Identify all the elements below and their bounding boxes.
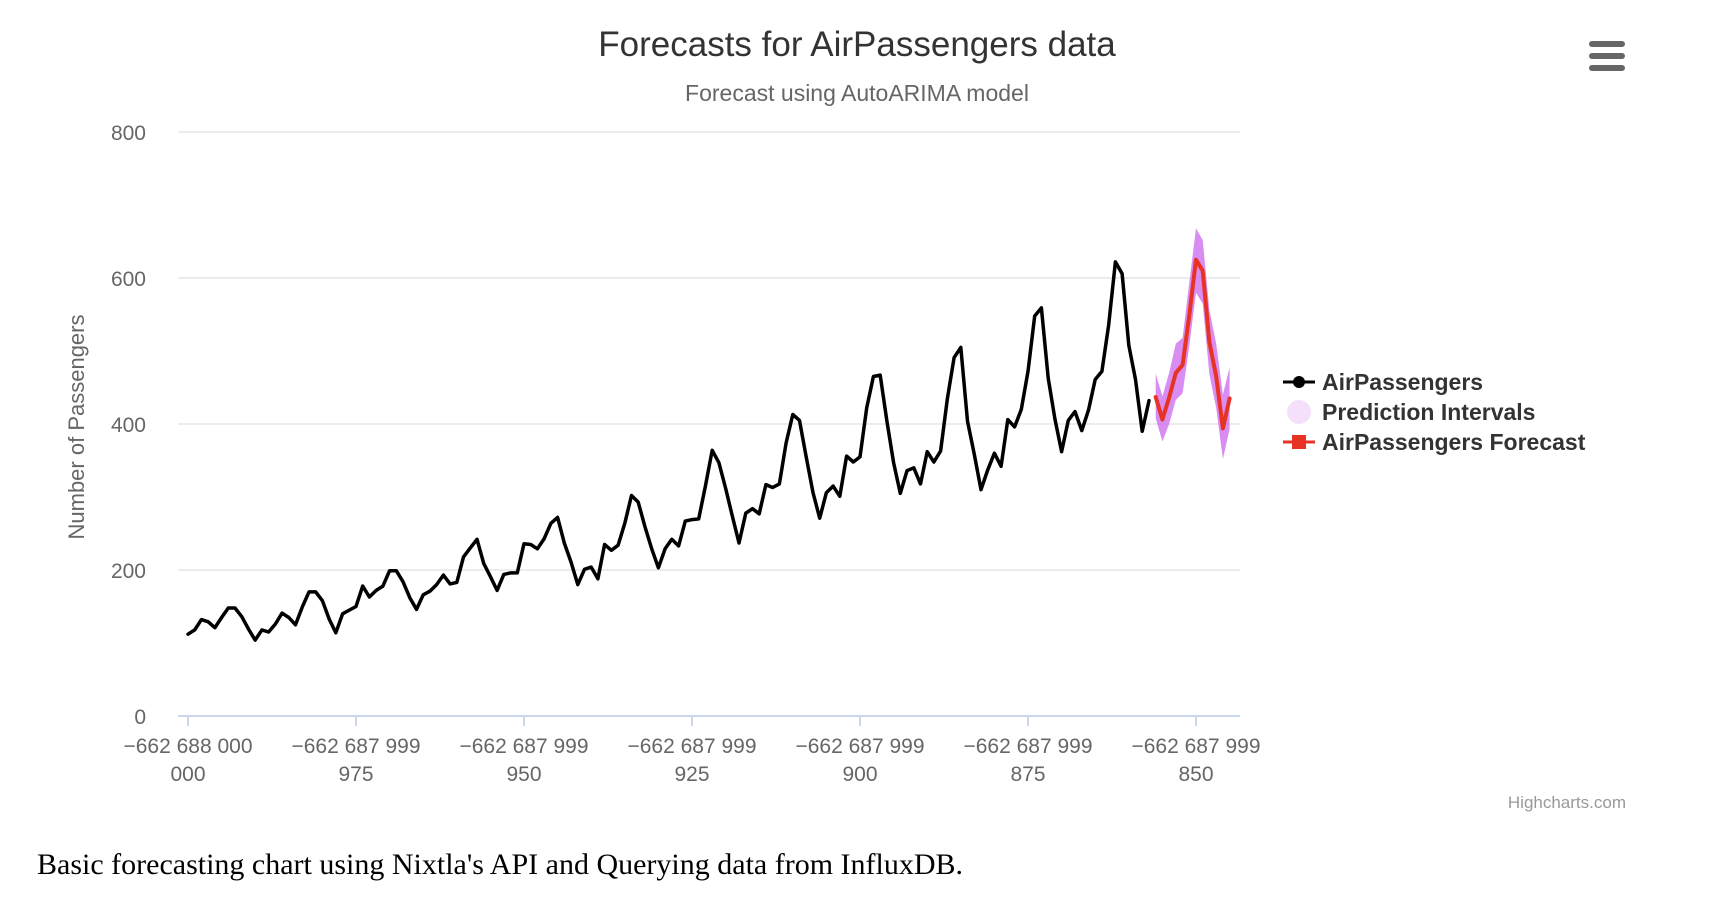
y-axis-title: Number of Passengers	[64, 315, 89, 540]
series-line-airpassengers	[186, 260, 1151, 642]
x-tick-label: 925	[674, 763, 709, 786]
x-tick-label: 875	[1010, 763, 1045, 786]
x-tick-label: −662 687 999	[1131, 735, 1260, 758]
x-tick-label: −662 687 999	[291, 735, 420, 758]
x-tick-label: −662 688 000	[123, 735, 252, 758]
x-tick-label: −662 687 999	[795, 735, 924, 758]
prediction-interval-area	[1155, 228, 1230, 459]
x-tick-label: 900	[842, 763, 877, 786]
series-line-airpassengers-forecast	[1153, 257, 1232, 431]
y-tick-label: 400	[111, 414, 146, 437]
axes: 0 200 400 600 800 −662 688 000 000 −662 687 999…	[111, 122, 1261, 786]
credits-link[interactable]: Highcharts.com	[1508, 793, 1626, 812]
chart-title: Forecasts for AirPassengers data	[598, 25, 1116, 64]
x-tick-label: 850	[1178, 763, 1213, 786]
caption-text: Basic forecasting chart using Nixtla's A…	[37, 848, 964, 881]
circle-marker-icon	[1293, 376, 1305, 388]
hamburger-menu-icon[interactable]	[1589, 39, 1625, 73]
x-tick-label: 975	[338, 763, 373, 786]
y-tick-label: 200	[111, 560, 146, 583]
chart-subtitle: Forecast using AutoARIMA model	[685, 80, 1029, 106]
legend-label-airpassengers-forecast: AirPassengers Forecast	[1322, 429, 1586, 455]
prediction-interval-band	[1155, 228, 1230, 459]
grid	[178, 131, 1240, 571]
legend-label-prediction-intervals: Prediction Intervals	[1322, 399, 1535, 425]
x-tick-label: 000	[170, 763, 205, 786]
x-tick-label: −662 687 999	[627, 735, 756, 758]
x-tick-label: −662 687 999	[459, 735, 588, 758]
y-tick-label: 800	[111, 122, 146, 145]
legend-item-airpassengers-forecast[interactable]: AirPassengers Forecast	[1283, 429, 1586, 455]
legend-item-prediction-intervals[interactable]: Prediction Intervals	[1287, 399, 1535, 425]
y-tick-label: 600	[111, 268, 146, 291]
x-tick-label: 950	[506, 763, 541, 786]
series-lines	[186, 257, 1232, 642]
legend-item-airpassengers[interactable]: AirPassengers	[1283, 369, 1483, 395]
legend: AirPassengers Prediction Intervals AirPa…	[1283, 369, 1586, 455]
y-tick-label: 0	[134, 706, 146, 729]
circle-marker-icon	[1287, 400, 1311, 424]
x-tick-label: −662 687 999	[963, 735, 1092, 758]
square-marker-icon	[1292, 435, 1306, 449]
legend-label-airpassengers: AirPassengers	[1322, 369, 1483, 395]
